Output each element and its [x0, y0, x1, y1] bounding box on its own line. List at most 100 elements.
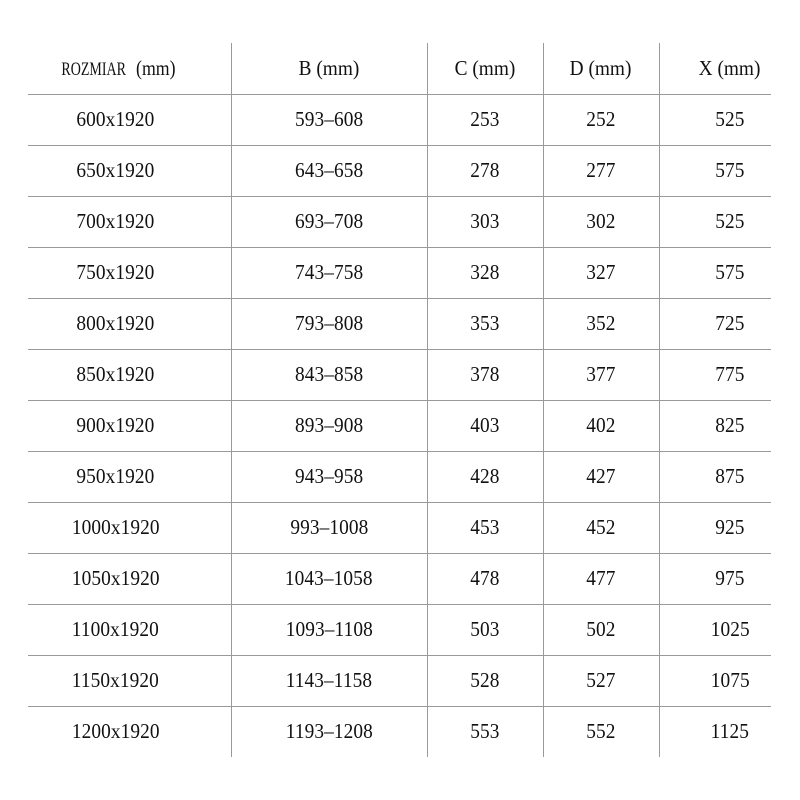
cell-rozmiar: 1050x1920	[0, 553, 232, 604]
column-header-label: D (mm)	[570, 56, 632, 80]
cell-rozmiar: 1150x1920	[0, 655, 232, 706]
row-separator	[28, 502, 771, 503]
row-separator	[28, 247, 771, 248]
cell-value: 1200x1920	[71, 719, 160, 743]
cell-d: 302	[543, 196, 660, 247]
cell-value: 327	[586, 260, 616, 284]
cell-b: 893–908	[231, 400, 428, 451]
table-row: 600x1920 593–608 253 252 525	[0, 94, 800, 145]
cell-rozmiar: 650x1920	[0, 145, 232, 196]
cell-value: 1150x1920	[71, 668, 159, 692]
cell-c: 503	[427, 604, 544, 655]
cell-value: 925	[715, 515, 745, 539]
cell-value: 900x1920	[76, 413, 155, 437]
cell-x: 575	[659, 145, 800, 196]
cell-value: 800x1920	[76, 311, 155, 335]
cell-value: 1125	[710, 719, 749, 743]
cell-value: 525	[715, 107, 745, 131]
cell-value: 793–808	[294, 311, 364, 335]
cell-c: 528	[427, 655, 544, 706]
cell-c: 453	[427, 502, 544, 553]
cell-value: 643–658	[294, 158, 364, 182]
table-row: 1050x1920 1043–1058 478 477 975	[0, 553, 800, 604]
cell-b: 1193–1208	[231, 706, 428, 757]
table-row: 1150x1920 1143–1158 528 527 1075	[0, 655, 800, 706]
column-header-label: X (mm)	[698, 56, 761, 80]
cell-rozmiar: 750x1920	[0, 247, 232, 298]
cell-b: 993–1008	[231, 502, 428, 553]
cell-c: 353	[427, 298, 544, 349]
table-header: ROZMIAR (mm) B (mm) C (mm) D (mm) X (mm)	[0, 43, 800, 94]
cell-x: 1025	[659, 604, 800, 655]
cell-value: 477	[586, 566, 616, 590]
cell-value: 353	[470, 311, 500, 335]
table-row: 650x1920 643–658 278 277 575	[0, 145, 800, 196]
cell-value: 650x1920	[76, 158, 155, 182]
cell-x: 825	[659, 400, 800, 451]
cell-value: 593–608	[294, 107, 364, 131]
cell-value: 575	[715, 158, 745, 182]
cell-value: 1100x1920	[71, 617, 159, 641]
row-separator	[28, 196, 771, 197]
cell-value: 875	[715, 464, 745, 488]
cell-value: 352	[586, 311, 616, 335]
cell-d: 277	[543, 145, 660, 196]
table-row: 950x1920 943–958 428 427 875	[0, 451, 800, 502]
column-header-word: ROZMIAR	[61, 59, 127, 80]
cell-value: 600x1920	[76, 107, 155, 131]
cell-x: 725	[659, 298, 800, 349]
cell-d: 502	[543, 604, 660, 655]
cell-c: 403	[427, 400, 544, 451]
row-separator	[28, 451, 771, 452]
cell-value: 993–1008	[289, 515, 369, 539]
cell-value: 377	[586, 362, 616, 386]
row-separator	[28, 706, 771, 707]
cell-c: 478	[427, 553, 544, 604]
cell-d: 452	[543, 502, 660, 553]
cell-value: 843–858	[294, 362, 364, 386]
cell-value: 1143–1158	[285, 668, 373, 692]
cell-value: 775	[715, 362, 745, 386]
cell-value: 1075	[710, 668, 750, 692]
cell-x: 975	[659, 553, 800, 604]
cell-c: 378	[427, 349, 544, 400]
cell-x: 525	[659, 196, 800, 247]
cell-value: 750x1920	[76, 260, 155, 284]
cell-value: 743–758	[294, 260, 364, 284]
table-row: 1000x1920 993–1008 453 452 925	[0, 502, 800, 553]
cell-c: 303	[427, 196, 544, 247]
cell-value: 527	[586, 668, 616, 692]
cell-value: 1193–1208	[285, 719, 373, 743]
cell-rozmiar: 1000x1920	[0, 502, 232, 553]
table-row: 900x1920 893–908 403 402 825	[0, 400, 800, 451]
cell-rozmiar: 850x1920	[0, 349, 232, 400]
cell-d: 477	[543, 553, 660, 604]
cell-b: 1093–1108	[231, 604, 428, 655]
column-header-label: C (mm)	[454, 56, 516, 80]
header-row: ROZMIAR (mm) B (mm) C (mm) D (mm) X (mm)	[0, 43, 800, 94]
cell-rozmiar: 900x1920	[0, 400, 232, 451]
cell-value: 1050x1920	[71, 566, 160, 590]
cell-value: 893–908	[294, 413, 364, 437]
cell-value: 1025	[710, 617, 750, 641]
table-body: 600x1920 593–608 253 252 525 650x1920 643–658 2…	[0, 94, 800, 757]
cell-value: 428	[470, 464, 500, 488]
cell-b: 593–608	[231, 94, 428, 145]
cell-value: 700x1920	[76, 209, 155, 233]
cell-d: 552	[543, 706, 660, 757]
cell-x: 875	[659, 451, 800, 502]
cell-rozmiar: 1200x1920	[0, 706, 232, 757]
cell-b: 793–808	[231, 298, 428, 349]
cell-b: 1043–1058	[231, 553, 428, 604]
table-row: 750x1920 743–758 328 327 575	[0, 247, 800, 298]
cell-rozmiar: 700x1920	[0, 196, 232, 247]
table-row: 1100x1920 1093–1108 503 502 1025	[0, 604, 800, 655]
cell-d: 527	[543, 655, 660, 706]
cell-b: 693–708	[231, 196, 428, 247]
cell-b: 743–758	[231, 247, 428, 298]
row-separator	[28, 298, 771, 299]
cell-value: 1043–1058	[285, 566, 373, 590]
cell-rozmiar: 1100x1920	[0, 604, 232, 655]
cell-value: 725	[715, 311, 745, 335]
column-header-b: B (mm)	[231, 43, 428, 94]
